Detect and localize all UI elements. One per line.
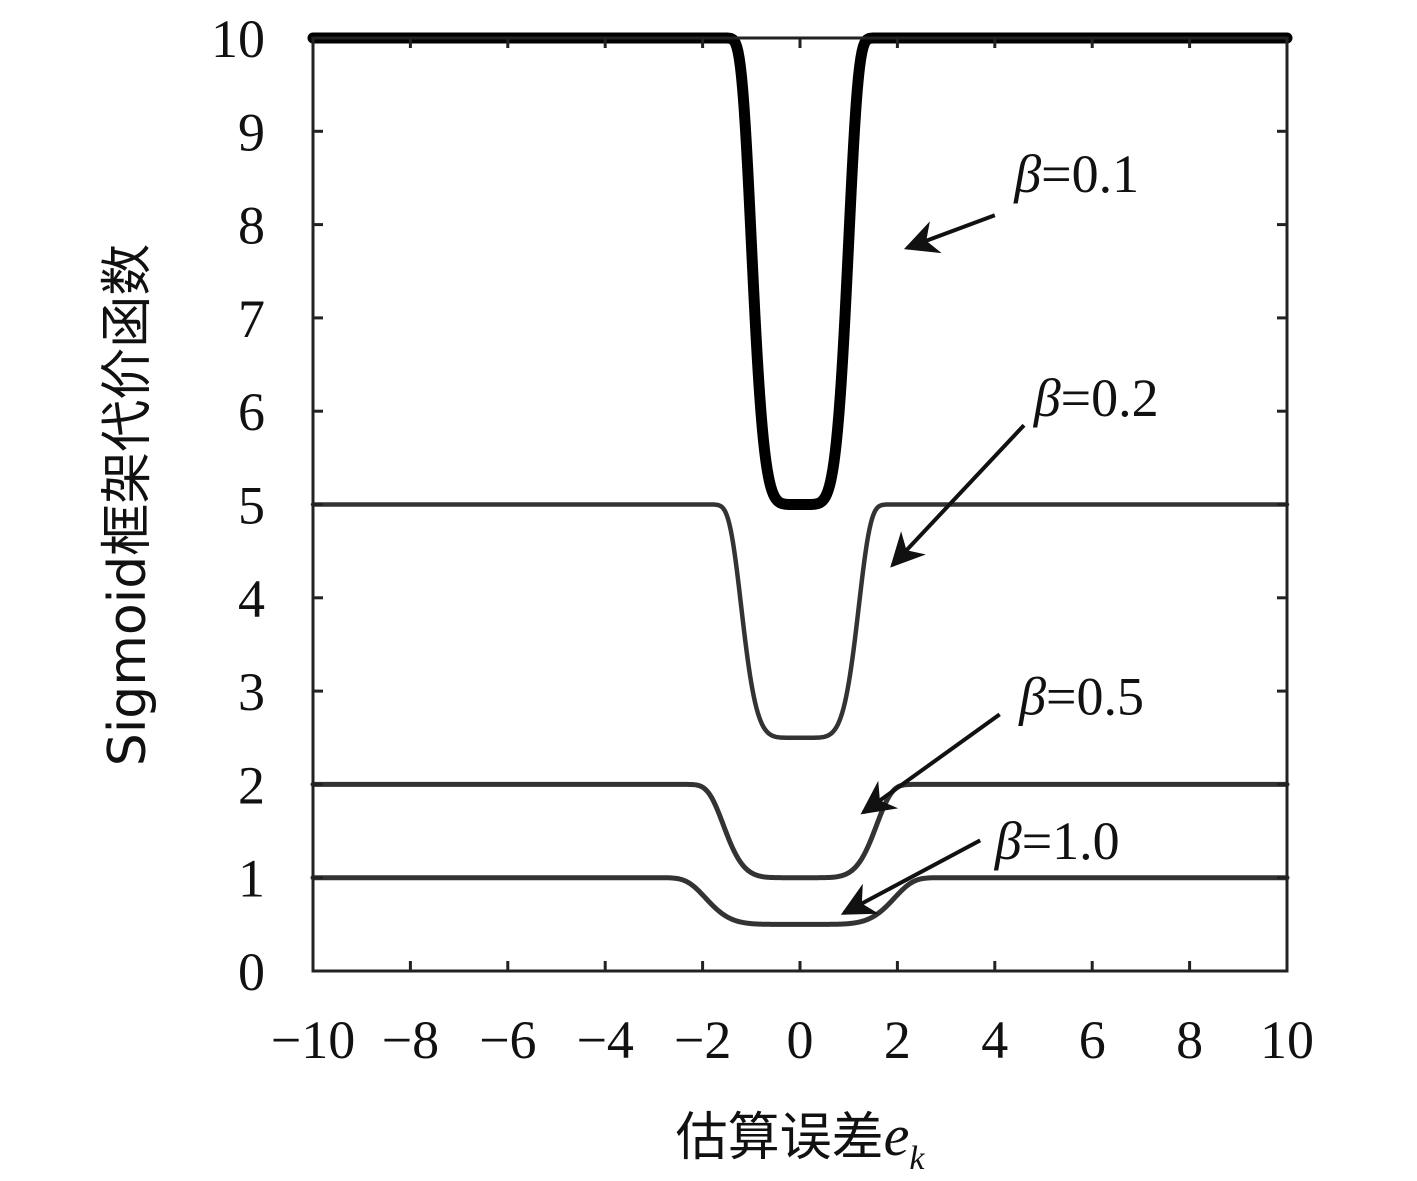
plot-area [307,32,1293,927]
y-tick-label: 6 [238,382,265,442]
axis-ticks [311,36,1289,973]
x-axis-label-sub: k [909,1140,925,1177]
x-tick-label: −6 [479,1010,536,1070]
x-tick-label: 8 [1176,1010,1203,1070]
series-line-beta-0.1 [307,32,1293,510]
series-arrow-beta-0.1 [903,213,996,254]
y-tick-label: 1 [238,849,265,909]
x-tick-label: −8 [382,1010,439,1070]
x-tick-label: −10 [271,1010,355,1070]
series-label-symbol: β [1033,368,1061,428]
x-tick-label: −4 [576,1010,633,1070]
x-tick-label: 4 [981,1010,1008,1070]
y-tick-label: 3 [238,662,265,722]
x-axis-label-var: e [884,1103,910,1168]
x-tick-label: 6 [1079,1010,1106,1070]
series-label-symbol: β [1013,144,1041,204]
series-label-beta-0.5: β=0.5 [1018,666,1144,726]
x-tick-label: 2 [884,1010,911,1070]
series-arrow-beta-1 [840,838,982,915]
series-arrow-beta-0.5 [860,712,1001,815]
series-label-symbol: β [994,811,1022,871]
x-axis-label: 估算误差ek [676,1103,926,1177]
y-tick-label: 8 [238,196,265,256]
y-tick-label: 4 [238,569,265,629]
annotations: β=0.1β=0.2β=0.5β=1.0 [840,144,1159,915]
y-tick-label: 2 [238,755,265,815]
series-label-value: =1.0 [1022,811,1120,871]
y-axis-label: Sigmoid框架代价函数 [98,244,158,766]
series-label-value: =0.2 [1061,368,1159,428]
y-tick-label: 10 [211,9,265,69]
series-line-beta-1 [310,875,1290,927]
x-tick-label: 0 [787,1010,814,1070]
series-arrow-beta-0.2 [890,423,1026,568]
y-tick-label: 5 [238,476,265,536]
series-label-value: =0.5 [1046,666,1144,726]
x-tick-label: −2 [674,1010,731,1070]
x-axis-label-text: 估算误差 [676,1108,884,1168]
series-label-symbol: β [1018,666,1046,726]
y-tick-label: 7 [238,289,265,349]
series-label-beta-1: β=1.0 [994,811,1120,871]
series-label-value: =0.1 [1041,144,1139,204]
x-tick-label: 10 [1260,1010,1314,1070]
series-label-beta-0.1: β=0.1 [1013,144,1139,204]
y-tick-label: 0 [238,942,265,1002]
tick-labels: −10 −8 −6 −4 −2 0 2 4 6 8 10 0 1 2 3 4 5 6 7 8 9 10 [211,9,1314,1070]
series-line-beta-0.2 [310,502,1290,740]
series-label-beta-0.2: β=0.2 [1033,368,1159,428]
series-line-beta-0.5 [310,781,1290,881]
y-tick-label: 9 [238,102,265,162]
